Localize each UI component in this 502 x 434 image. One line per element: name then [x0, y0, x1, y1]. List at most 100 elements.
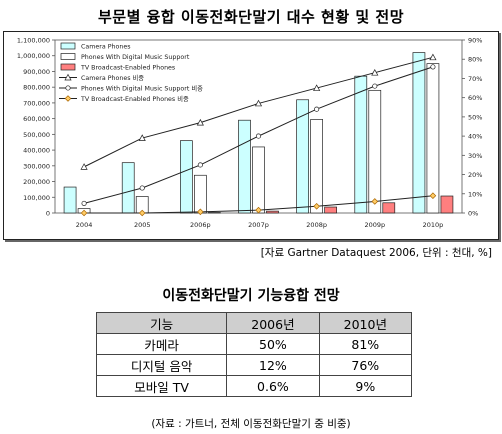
line-point-0 — [371, 68, 379, 76]
chart-frame: 0 100,000 200,000 300,000 400,000 500,000 600,… — [3, 31, 499, 240]
bar-1 — [252, 146, 265, 214]
line-point-2 — [429, 192, 437, 199]
x-tick-label: 2004 — [76, 221, 93, 229]
y-right-tick-label: 60% — [468, 94, 482, 102]
table-row: 카메라 50% 81% — [95, 333, 413, 355]
y-left-tick-label: 900,000 — [23, 68, 50, 76]
line-point-2 — [80, 209, 88, 217]
y-right-tick-label: 40% — [468, 133, 482, 141]
combo-chart: 0 100,000 200,000 300,000 400,000 500,000 600,… — [17, 37, 483, 230]
legend-swatch — [60, 42, 76, 50]
legend-swatch — [60, 63, 76, 71]
x-tick-label: 2005 — [134, 221, 151, 229]
bar-1 — [368, 89, 382, 214]
line-point-0 — [429, 53, 437, 61]
y-left-tick-label: 400,000 — [23, 147, 50, 155]
bar-2 — [440, 195, 454, 214]
y-right-tick-label: 90% — [468, 37, 482, 45]
table-row: 모바일 TV 0.6% 9% — [95, 375, 413, 397]
bar-0 — [63, 186, 77, 214]
bar-0 — [296, 99, 309, 214]
x-tick-label: 2007p — [248, 221, 269, 229]
y-left-tick-label: 600,000 — [23, 115, 50, 123]
line-point-1 — [81, 200, 87, 206]
y-left-tick-label: 0 — [46, 210, 50, 218]
bar-2 — [382, 202, 396, 214]
line-point-1 — [139, 185, 145, 191]
y-right-tick-label: 10% — [468, 190, 482, 198]
y-left-tick-label: 500,000 — [23, 131, 50, 139]
bar-1 — [194, 174, 207, 214]
bar-1 — [426, 63, 440, 214]
y-right-tick-label: 20% — [468, 171, 482, 179]
y-left-tick-label: 1,100,000 — [17, 37, 50, 45]
line-point-0 — [80, 163, 88, 170]
y-right-tick-label: 30% — [468, 152, 482, 160]
line-point-1 — [197, 162, 203, 168]
line-point-2 — [371, 198, 379, 205]
y-right-tick-label: 70% — [468, 75, 482, 83]
bar-2 — [266, 210, 279, 214]
y-left-tick-label: 700,000 — [23, 99, 50, 107]
legend-marker — [65, 85, 71, 91]
y-right-tick-label: 0% — [468, 210, 478, 218]
line-point-1 — [314, 106, 320, 112]
bar-1 — [310, 119, 323, 214]
legend-swatch — [60, 53, 76, 60]
col-header-2010: 2010년 — [318, 312, 413, 334]
bar-0 — [238, 119, 251, 214]
y-left-tick-label: 100,000 — [23, 194, 50, 202]
legend-marker — [64, 73, 72, 81]
bar-0 — [412, 52, 426, 214]
bar-0 — [121, 162, 135, 214]
cell-2010: 76% — [318, 354, 413, 376]
cell-2006: 12% — [226, 354, 320, 376]
col-header-function: 기능 — [95, 312, 228, 334]
legend-label: TV Broadcast-Enabled Phones — [80, 64, 175, 71]
bar-2 — [324, 206, 337, 214]
x-tick-label: 2006p — [190, 221, 211, 229]
line-point-1 — [430, 64, 436, 70]
cell-function: 카메라 — [95, 333, 228, 355]
x-tick-label: 2008p — [306, 221, 327, 229]
line-point-2 — [197, 208, 204, 216]
x-tick-label: 2010p — [423, 221, 444, 229]
y-left-tick-label: 300,000 — [23, 162, 50, 170]
cell-2010: 9% — [318, 375, 413, 397]
y-left-tick-label: 800,000 — [23, 84, 50, 92]
line-point-2 — [313, 202, 320, 210]
y-right-tick-label: 50% — [468, 113, 482, 121]
bar-0 — [180, 140, 193, 214]
chart-source: [자료 Gartner Dataquest 2006, 단위 : 천대, %] — [260, 247, 492, 259]
y-right-tick-label: 80% — [468, 56, 482, 64]
line-point-2 — [138, 209, 146, 217]
chart-title: 부문별 융합 이동전화단말기 대수 현황 및 전망 — [97, 8, 405, 26]
legend-label: TV Broadcast-Enabled Phones 비중 — [80, 94, 189, 103]
y-left-tick-label: 1,000,000 — [17, 52, 50, 60]
line-point-0 — [196, 118, 204, 126]
legend-label: Camera Phones 비중 — [81, 73, 144, 82]
legend-label: Phones With Digital Music Support — [81, 54, 190, 61]
col-header-2006: 2006년 — [226, 312, 320, 334]
table-title: 이동전화단말기 기능융합 전망 — [162, 288, 340, 304]
x-tick-label: 2009p — [364, 221, 385, 229]
legend-label: Phones With Digital Music Support 비중 — [81, 83, 203, 92]
line-point-0 — [313, 84, 321, 91]
line-point-1 — [255, 133, 262, 139]
cell-function: 디지털 음악 — [95, 354, 228, 376]
legend-label: Camera Phones — [81, 43, 131, 50]
line-point-0 — [138, 134, 146, 141]
table-header-row: 기능 2006년 2010년 — [95, 312, 413, 334]
line-point-2 — [255, 206, 262, 214]
cell-2010: 81% — [318, 333, 413, 355]
cell-function: 모바일 TV — [95, 375, 228, 397]
line-point-1 — [372, 83, 378, 89]
convergence-table: 기능 2006년 2010년 카메라 50% 81% 디지털 음악 12% 76… — [95, 312, 413, 397]
table-source: (자료 : 가트너, 전체 이동전화단말기 중 비중) — [151, 418, 351, 430]
table-row: 디지털 음악 12% 76% — [95, 354, 413, 376]
line-point-0 — [254, 99, 263, 107]
legend-marker — [64, 95, 72, 102]
cell-2006: 0.6% — [226, 375, 320, 397]
cell-2006: 50% — [226, 333, 320, 355]
bar-0 — [354, 75, 368, 214]
